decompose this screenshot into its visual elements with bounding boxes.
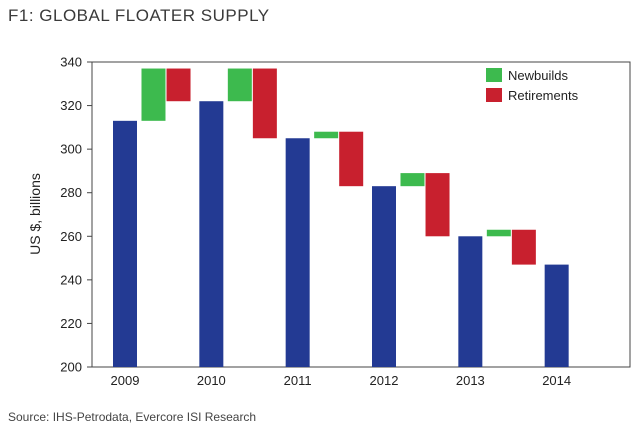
plot-frame: [91, 61, 631, 368]
y-tick-label: 320: [60, 98, 82, 113]
y-tick-label: 300: [60, 142, 82, 157]
total-bar-2012: [372, 186, 396, 367]
x-tick-label: 2014: [542, 373, 571, 388]
legend-label-retirements: Retirements: [508, 88, 579, 103]
y-axis-label: US $, billions: [27, 173, 43, 255]
total-bar-2009: [113, 120, 137, 367]
y-tick-label: 240: [60, 272, 82, 287]
x-tick-label: 2009: [111, 373, 140, 388]
newbuilds-bar-2013: [486, 229, 511, 237]
x-tick-label: 2011: [284, 373, 312, 388]
y-tick-label: 200: [60, 360, 82, 375]
retirements-bar-2013: [511, 229, 536, 265]
total-bar-2014: [544, 264, 569, 367]
newbuilds-bar-2011: [314, 131, 339, 139]
total-bar-2010: [199, 101, 224, 367]
retirements-bar-2011: [339, 131, 364, 187]
legend-label-newbuilds: Newbuilds: [508, 68, 568, 83]
x-tick-label: 2013: [456, 373, 485, 388]
retirements-bar-2009: [166, 68, 191, 102]
y-tick-label: 220: [60, 316, 82, 331]
total-bar-2013: [458, 236, 483, 367]
y-axis: 200 220 240 260 280 300 320 340: [60, 55, 92, 375]
chart-title: F1: GLOBAL FLOATER SUPPLY: [8, 6, 270, 25]
x-axis: 2009 2010 2011 2012 2013 2014: [111, 373, 572, 388]
legend: Newbuilds Retirements: [486, 68, 579, 103]
y-tick-label: 280: [60, 185, 82, 200]
x-tick-label: 2010: [197, 373, 226, 388]
x-tick-label: 2012: [370, 373, 399, 388]
total-bar-2011: [285, 138, 310, 367]
legend-swatch-newbuilds: [486, 68, 502, 82]
retirements-bar-2010: [252, 68, 277, 139]
newbuilds-bar-2009: [141, 68, 166, 121]
y-tick-label: 260: [60, 229, 82, 244]
source-note: Source: IHS-Petrodata, Evercore ISI Rese…: [8, 410, 257, 424]
legend-swatch-retirements: [486, 88, 502, 102]
bars: [113, 68, 569, 367]
newbuilds-bar-2012: [400, 173, 425, 187]
y-tick-label: 340: [60, 55, 82, 70]
newbuilds-bar-2010: [227, 68, 252, 102]
retirements-bar-2012: [425, 173, 450, 237]
